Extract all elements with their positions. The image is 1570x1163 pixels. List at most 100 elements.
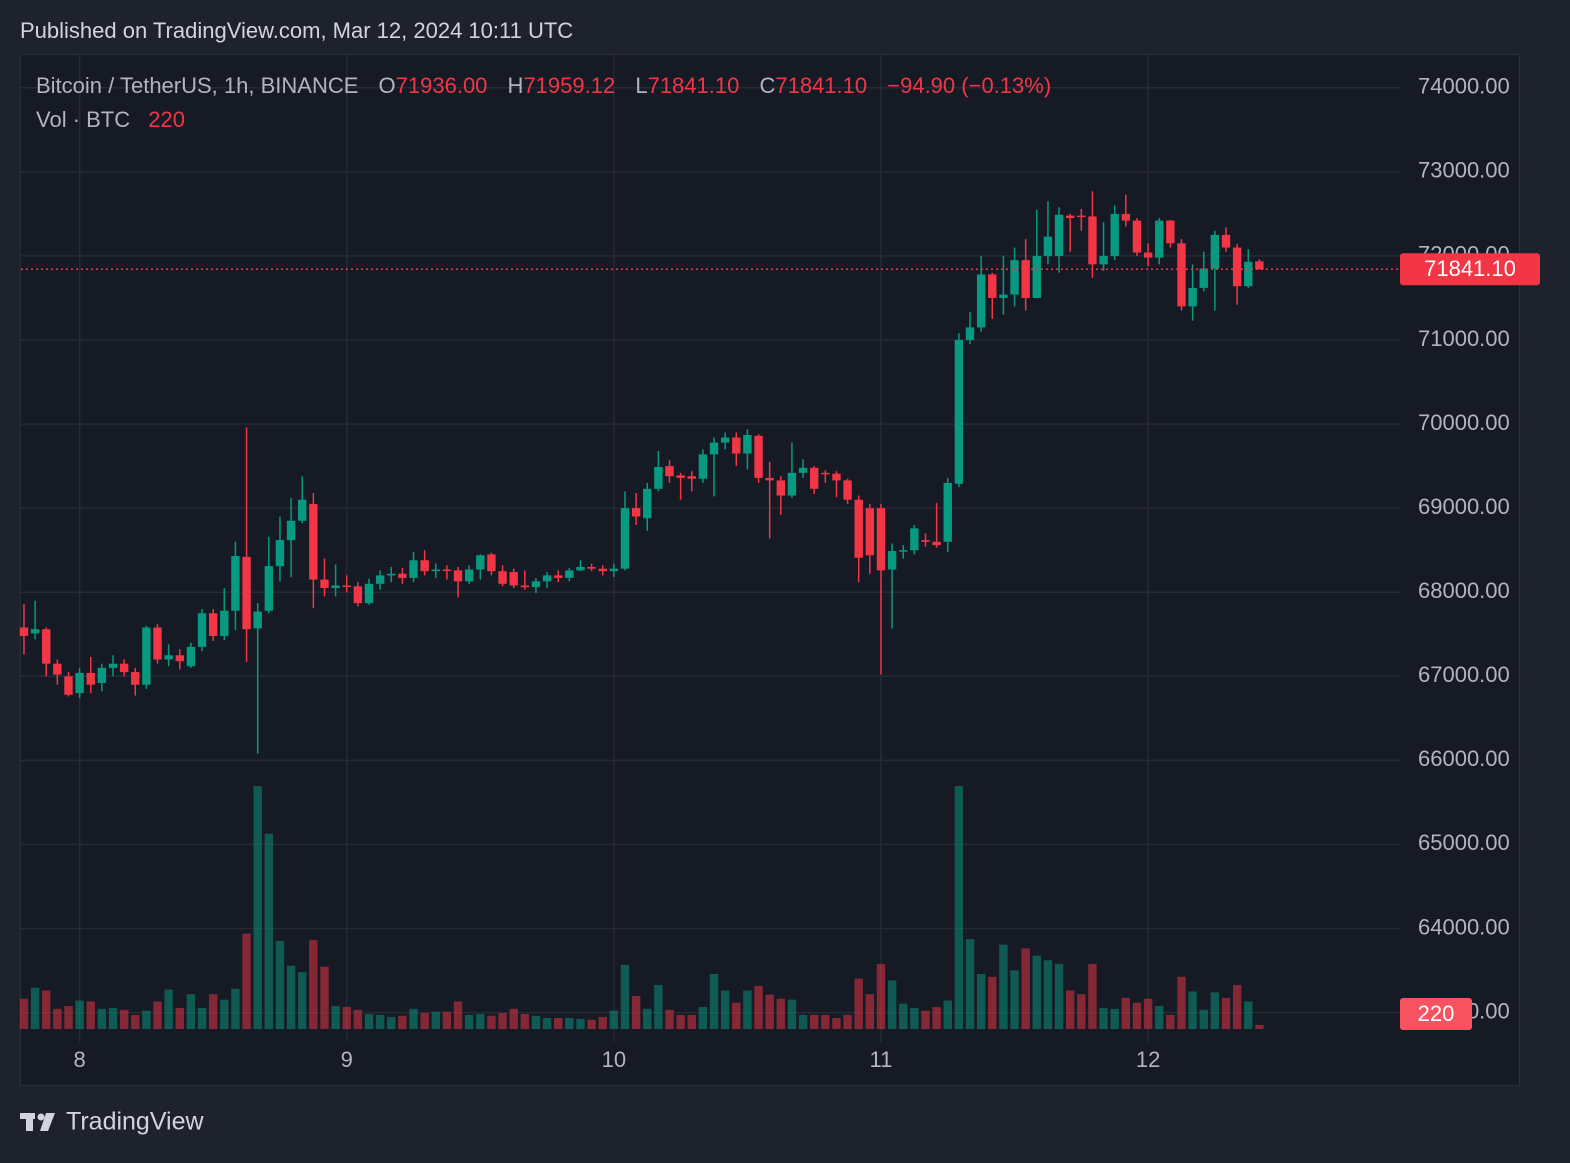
candle-body (520, 585, 530, 588)
candle-body (131, 672, 140, 685)
candle-body (988, 274, 997, 298)
volume-bar (965, 939, 975, 1029)
candle-body (1077, 215, 1086, 218)
candle-body (565, 570, 574, 578)
candle-body (676, 475, 685, 478)
candle-body (743, 435, 752, 454)
logo-part (40, 1113, 55, 1131)
ohlc-value: 71841.10 (648, 73, 740, 98)
volume-bar (30, 987, 40, 1029)
candle-body (665, 466, 674, 477)
volume-bar (97, 1008, 107, 1029)
ohlc-value: 71959.12 (523, 73, 615, 98)
volume-bar (498, 1012, 507, 1029)
candle-body (164, 655, 173, 660)
x-tick-label: 9 (341, 1047, 353, 1072)
candle-body (242, 556, 251, 630)
volume-bar (375, 1014, 385, 1029)
ohlc-value: 71841.10 (775, 73, 867, 98)
volume-bar (75, 1000, 84, 1029)
candle-body (887, 551, 897, 570)
volume-bar (431, 1011, 440, 1029)
price-badge (1400, 253, 1540, 286)
candle-body (387, 573, 396, 576)
brand-logo (20, 1113, 55, 1131)
volume-bar (1032, 955, 1041, 1029)
candle-body (1244, 261, 1253, 287)
volume-bar (665, 1009, 674, 1029)
ohlc-value: 71936.00 (396, 73, 488, 98)
candle-body (108, 663, 118, 668)
candle-body (498, 571, 507, 584)
volume-bar (620, 964, 630, 1029)
volume-bar (865, 994, 875, 1029)
candle-body (97, 667, 107, 684)
candle-body (1021, 260, 1030, 298)
legend: Bitcoin / TetherUS, 1h, BINANCE O71936.0… (36, 73, 1051, 98)
volume-bar (398, 1015, 407, 1029)
volume-bar (1232, 985, 1242, 1029)
candle-body (976, 274, 986, 328)
volume-bar (1099, 1007, 1108, 1029)
candle-body (420, 560, 429, 572)
volume-bar (208, 994, 218, 1029)
volume-bar (286, 965, 296, 1029)
volume-bar (1143, 998, 1153, 1029)
candle-body (286, 520, 296, 541)
candle-body (1255, 261, 1264, 270)
volume-bar (242, 933, 251, 1029)
volume-legend: Vol · BTC 220 (36, 107, 185, 132)
volume-bar (42, 990, 51, 1029)
candle-body (854, 499, 863, 558)
candle-body (119, 663, 129, 673)
candle-body (798, 467, 808, 473)
candle-body (943, 482, 952, 542)
volume-bar (921, 1010, 930, 1029)
volume-bar (531, 1015, 541, 1029)
candle-body (921, 540, 930, 542)
volume-bar (765, 994, 774, 1029)
candle-body (231, 556, 240, 611)
volume-bar (854, 978, 863, 1029)
volume-bar (298, 972, 307, 1029)
candle-body (542, 575, 552, 582)
volume-bar (464, 1014, 474, 1029)
candle-body (220, 610, 229, 636)
volume-value: 220 (148, 107, 185, 132)
candle-body (53, 663, 62, 675)
volume-bar (409, 1008, 418, 1029)
volume-bar (732, 1002, 741, 1029)
volume-bar (754, 985, 763, 1029)
candle-body (809, 467, 819, 489)
candle-body (208, 613, 218, 636)
candle-body (765, 477, 774, 481)
volume-bar (988, 976, 997, 1029)
candle-body (654, 466, 663, 489)
candle-body (1010, 260, 1019, 295)
y-tick-label: 74000.00 (1418, 74, 1510, 99)
volume-bar (887, 980, 897, 1029)
candle-body (609, 568, 619, 572)
candle-body (1065, 215, 1075, 219)
candle-body (754, 435, 763, 478)
candle-body (275, 540, 285, 567)
volume-bar (1244, 1001, 1253, 1029)
volume-bar (565, 1018, 574, 1029)
volume-bar (576, 1018, 585, 1029)
candle-body (1177, 243, 1186, 307)
candle-body (732, 437, 741, 454)
logo-part (26, 1113, 33, 1131)
volume-bar (1021, 948, 1030, 1029)
y-tick-label: 73000.00 (1418, 158, 1510, 183)
candle-body (1221, 234, 1231, 248)
candle-body (353, 586, 363, 604)
volume-bar (776, 998, 786, 1029)
volume-bar (798, 1014, 808, 1029)
volume-bar (609, 1010, 619, 1029)
ohlc-prefix: O (379, 73, 396, 98)
volume-bar (86, 1001, 95, 1029)
candle-body (509, 572, 518, 586)
volume-bar (275, 941, 285, 1029)
y-tick-label: 69000.00 (1418, 494, 1510, 519)
volume-bar (587, 1019, 596, 1029)
